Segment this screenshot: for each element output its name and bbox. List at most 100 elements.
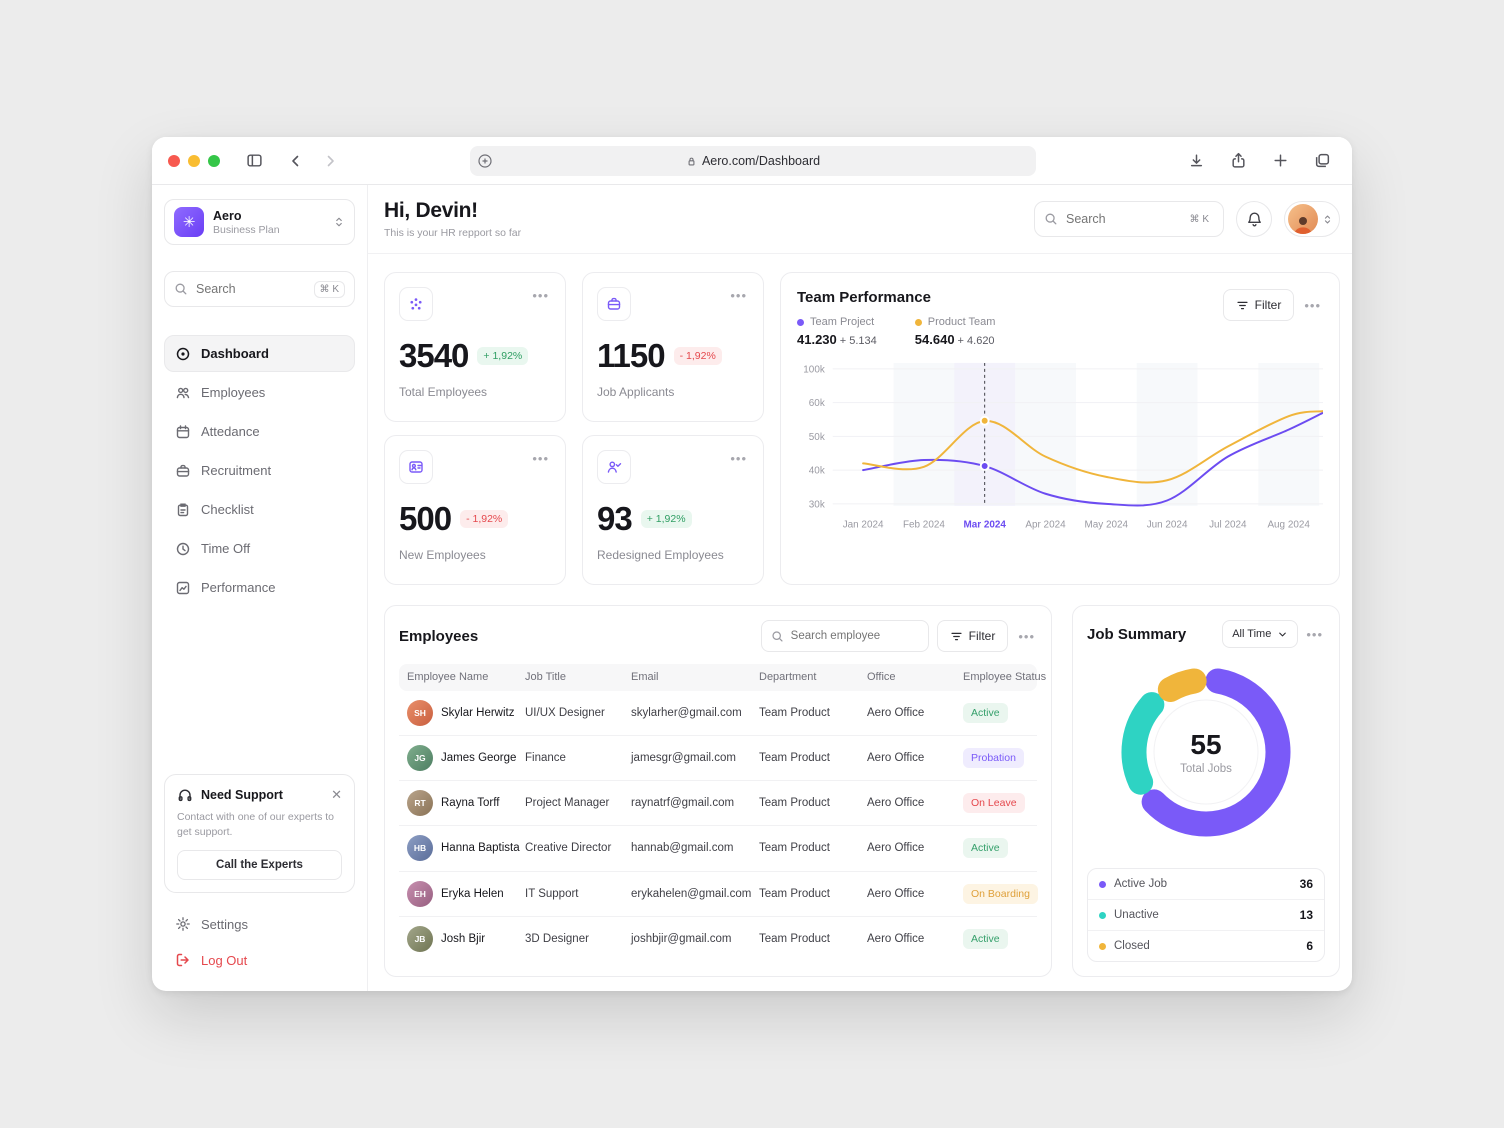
workspace-name: Aero: [213, 208, 242, 223]
legend-dot: [797, 318, 804, 326]
chart-title: Team Performance: [797, 289, 931, 306]
stat-delta-badge: + 1,92%: [640, 510, 692, 528]
sidebar-search[interactable]: ⌘ K: [164, 271, 355, 307]
employee-name: Skylar Herwitz: [441, 706, 515, 719]
clipboard-icon: [175, 502, 191, 518]
share-icon[interactable]: [1224, 147, 1252, 175]
table-row[interactable]: RT Rayna Torff Project Manager raynatrf@g…: [399, 781, 1037, 827]
card-menu-icon[interactable]: •••: [1018, 628, 1035, 644]
column-header: Employee Name: [407, 671, 489, 684]
email: jamesgr@gmail.com: [631, 751, 736, 764]
call-experts-button[interactable]: Call the Experts: [177, 850, 342, 880]
office: Aero Office: [867, 887, 925, 900]
job-title: 3D Designer: [525, 933, 589, 946]
sidebar-toggle-icon[interactable]: [240, 147, 268, 175]
legend-label: Active Job: [1114, 878, 1168, 890]
support-body: Contact with one of our experts to get s…: [177, 810, 335, 838]
performance-line-chart: 100k 60k 50k 40k 30k Jan 2024 Feb 2024 Mar 2024…: [803, 362, 1323, 531]
column-header: Job Title: [525, 671, 566, 684]
page-title: Hi, Devin!: [384, 199, 478, 222]
reader-plus-icon[interactable]: [477, 153, 493, 169]
logout-icon: [175, 952, 191, 968]
url-text: Aero.com/Dashboard: [701, 154, 821, 168]
address-bar[interactable]: Aero.com/Dashboard: [470, 146, 1036, 176]
email: erykahelen@gmail.com: [631, 887, 752, 900]
downloads-icon[interactable]: [1182, 147, 1210, 175]
filter-button[interactable]: Filter: [1222, 289, 1295, 321]
search-input[interactable]: [196, 282, 306, 296]
sidebar-item-employees[interactable]: Employees: [164, 374, 355, 411]
workspace-switcher[interactable]: ✳ Aero Business Plan: [164, 199, 355, 245]
page-subtitle: This is your HR repport so far: [384, 227, 522, 239]
sidebar-item-recruitment[interactable]: Recruitment: [164, 452, 355, 489]
legend-row-active-job: Active Job 36: [1088, 869, 1324, 900]
global-search[interactable]: ⌘ K: [1034, 201, 1224, 237]
browser-toolbar: Aero.com/Dashboard: [152, 137, 1352, 185]
forward-button[interactable]: [316, 147, 344, 175]
tab-overview-icon[interactable]: [1308, 147, 1336, 175]
sidebar-item-dashboard[interactable]: Dashboard: [164, 335, 355, 372]
sidebar-item-label: Checklist: [201, 502, 254, 517]
department: Team Product: [759, 887, 830, 900]
user-menu[interactable]: [1284, 201, 1340, 237]
sidebar-item-label: Settings: [201, 916, 248, 932]
sidebar-item-label: Log Out: [201, 952, 248, 968]
column-header: Email: [631, 671, 659, 684]
department: Team Product: [759, 751, 830, 764]
close-icon[interactable]: ✕: [331, 786, 342, 802]
stat-value: 93: [597, 500, 633, 537]
time-range-select[interactable]: All Time: [1222, 620, 1299, 648]
close-window-button[interactable]: [168, 154, 180, 167]
bell-icon[interactable]: [1236, 201, 1272, 237]
sidebar-item-settings[interactable]: Settings: [164, 907, 355, 941]
office: Aero Office: [867, 797, 925, 810]
support-card: Need Support ✕ Contact with one of our e…: [164, 773, 355, 893]
new-tab-icon[interactable]: [1266, 147, 1294, 175]
stat-label: Total Employees: [399, 385, 488, 399]
svg-text:40k: 40k: [809, 466, 825, 477]
card-menu-icon[interactable]: •••: [532, 288, 549, 303]
department: Team Product: [759, 933, 830, 946]
sidebar-item-attedance[interactable]: Attedance: [164, 413, 355, 450]
legend-team-project: Team Project 41.230 + 5.134: [797, 316, 877, 347]
legend-product-team: Product Team 54.640 + 4.620: [914, 316, 995, 347]
stat-delta-badge: - 1,92%: [673, 347, 722, 365]
table-row[interactable]: EH Eryka Helen IT Support erykahelen@gmai…: [399, 872, 1038, 917]
search-input[interactable]: [1066, 212, 1177, 226]
card-menu-icon[interactable]: •••: [1304, 297, 1321, 313]
legend-label: Team Project: [810, 316, 875, 328]
card-menu-icon[interactable]: •••: [1306, 626, 1323, 642]
employee-name: Hanna Baptista: [441, 842, 520, 855]
back-button[interactable]: [282, 147, 310, 175]
employee-name: Eryka Helen: [441, 887, 504, 900]
table-row[interactable]: SH Skylar Herwitz UI/UX Designer skylarhe…: [399, 691, 1037, 736]
table-row[interactable]: JG James George Finance jamesgr@gmail.com…: [399, 736, 1037, 782]
svg-text:Apr 2024: Apr 2024: [1025, 520, 1066, 531]
employee-search[interactable]: [760, 620, 929, 652]
sidebar-item-logout[interactable]: Log Out: [164, 943, 355, 977]
email: joshbjir@gmail.com: [631, 933, 732, 946]
table-row[interactable]: HB Hanna Baptista Creative Director hanna…: [399, 826, 1037, 872]
card-menu-icon[interactable]: •••: [730, 288, 747, 303]
department: Team Product: [759, 842, 830, 855]
legend-value: 36: [1299, 877, 1313, 891]
card-menu-icon[interactable]: •••: [532, 451, 549, 466]
chevron-down-icon: [1279, 632, 1287, 636]
office: Aero Office: [867, 706, 925, 719]
department: Team Product: [759, 797, 830, 810]
zoom-window-button[interactable]: [208, 154, 220, 167]
employee-name: Rayna Torff: [441, 797, 500, 810]
legend-value: 54.640: [914, 332, 955, 347]
filter-button-label: Filter: [1254, 298, 1282, 312]
card-menu-icon[interactable]: •••: [730, 451, 747, 466]
search-shortcut: ⌘ K: [313, 280, 345, 298]
status-badge: Active: [963, 702, 1008, 723]
filter-button[interactable]: Filter: [936, 620, 1009, 652]
job-title: IT Support: [525, 887, 579, 900]
sidebar-item-performance[interactable]: Performance: [164, 569, 355, 606]
sidebar-item-time-off[interactable]: Time Off: [164, 530, 355, 567]
employee-search-input[interactable]: [790, 630, 919, 642]
minimize-window-button[interactable]: [188, 154, 200, 167]
sidebar-item-checklist[interactable]: Checklist: [164, 491, 355, 528]
table-row[interactable]: JB Josh Bjir 3D Designer joshbjir@gmail.c…: [399, 917, 1037, 962]
